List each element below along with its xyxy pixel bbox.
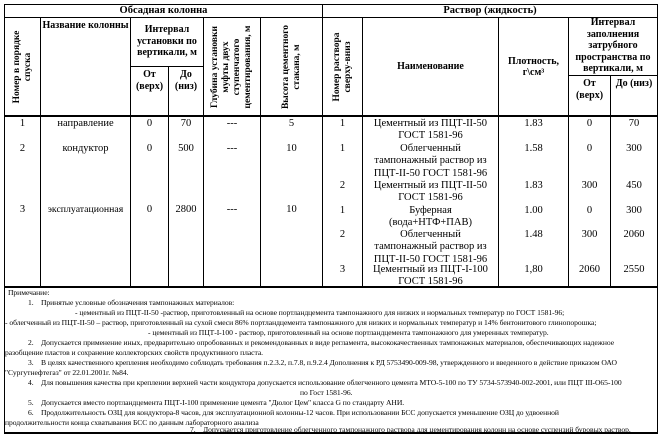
divider-line [4, 115, 658, 117]
solution-number-cell: 2 [339, 229, 346, 240]
stage-collar-cell: --- [226, 143, 238, 154]
solution-number-cell: 2 [339, 180, 346, 191]
fill-from-cell: 0 [586, 205, 593, 216]
solution-name-cell: Облегченный тампонажный раствор из ПЦТ-II-… [373, 143, 488, 179]
fill-from-cell: 0 [586, 143, 593, 154]
solution-name-cell: Облегченный тампонажный раствор из ПЦТ-II-… [373, 229, 488, 265]
cement-glass-cell: 10 [286, 143, 297, 154]
fill-to-cell: 300 [626, 205, 642, 216]
density-column-header: Плотность, г\см³ [507, 55, 560, 79]
casing-number-column-header: Номер в порядке спуска [11, 30, 33, 104]
solution-number-cell: 1 [339, 118, 346, 129]
density-cell: 1.00 [524, 205, 543, 216]
solution-number-column-header: Номер раствора сверху-вниз [331, 32, 353, 102]
divider-line [40, 17, 41, 287]
cement-glass-height-column-header: Высота цементного стакана, м [280, 24, 302, 110]
note-line: 7. Допускается приготовление облегченног… [190, 425, 631, 434]
divider-line [610, 75, 611, 287]
note-line: продолжительности конца схватывания БСС … [5, 418, 259, 427]
divider-line [4, 17, 658, 18]
fill-from-cell: 300 [581, 180, 598, 191]
stage-collar-cell: --- [226, 118, 238, 129]
fill-to-cell: 2060 [623, 229, 645, 240]
install-to-cell: 500 [178, 143, 194, 154]
solution-name-column-header: Наименование [397, 61, 464, 73]
fill-to-column-header: До (низ) [615, 78, 653, 89]
divider-line [168, 66, 169, 287]
casing-number-cell: 3 [19, 204, 26, 215]
note-line: 2. Допускается применение иных, предвари… [28, 338, 615, 347]
note-line: - цементный из ПЦТ-I-100 - раствор, приг… [148, 328, 549, 337]
install-to-cell: 70 [180, 118, 192, 129]
install-to-cell: 2800 [175, 204, 197, 215]
casing-name-cell: эксплуатационная [47, 204, 124, 215]
note-line: 1. Принятые условные обозначения тампона… [28, 298, 235, 307]
stage-collar-depth-column-header: Глубина установки муфты двух ступенчатог… [210, 25, 253, 109]
note-line: 4. Для повышения качества при креплении … [28, 378, 622, 387]
solution-name-cell: Цементный из ПЦТ-II-50 ГОСТ 1581-96 [373, 180, 488, 204]
install-interval-column-header: Интервал установки по вертикали, м [137, 24, 197, 59]
divider-line [130, 66, 203, 67]
solution-group-header: Раствор (жидкость) [443, 4, 537, 16]
note-line: "Сургутнефтегаз" от 22.01.2001г. №84. [5, 368, 129, 377]
divider-line [568, 75, 657, 76]
casing-name-column-header: Название колонны [42, 20, 129, 31]
stage-collar-cell: --- [226, 204, 238, 215]
install-from-column-header: От (верх) [135, 69, 164, 92]
fill-to-cell: 70 [628, 118, 640, 129]
divider-line [498, 17, 499, 287]
casing-name-cell: направление [57, 118, 114, 129]
casing-number-cell: 2 [19, 143, 26, 154]
cement-glass-cell: 5 [288, 118, 295, 129]
note-line: 3. В целях качественного крепления необх… [28, 358, 617, 367]
density-cell: 1,80 [524, 264, 543, 275]
install-from-cell: 0 [146, 118, 153, 129]
casing-number-cell: 1 [19, 118, 26, 129]
install-from-cell: 0 [146, 204, 153, 215]
note-line: 6. Продолжительность ОЗЦ для кондуктора-… [28, 408, 559, 417]
divider-line [4, 4, 5, 434]
solution-number-cell: 1 [339, 205, 346, 216]
divider-line [260, 17, 261, 287]
fill-from-cell: 300 [581, 229, 598, 240]
cement-glass-cell: 10 [286, 204, 297, 215]
density-cell: 1.48 [524, 229, 543, 240]
divider-line [657, 4, 658, 434]
fill-from-cell: 0 [586, 118, 593, 129]
note-line: - цементный из ПЦТ-II-50 -раствор, приго… [75, 308, 565, 317]
install-to-column-header: До (низ) [174, 69, 198, 92]
install-from-cell: 0 [146, 143, 153, 154]
fill-to-cell: 300 [626, 143, 642, 154]
fill-from-cell: 2060 [579, 264, 600, 275]
solution-name-cell: Цементный из ПЦТ-I-100 ГОСТ 1581-96 [373, 264, 488, 288]
density-cell: 1.83 [524, 118, 543, 129]
density-cell: 1.58 [524, 143, 543, 154]
solution-name-cell: Цементный из ПЦТ-II-50 ГОСТ 1581-96 [373, 118, 488, 142]
divider-line [4, 286, 658, 288]
casing-name-cell: кондуктор [62, 143, 109, 154]
divider-line [130, 17, 131, 287]
fill-from-column-header: От (верх) [575, 78, 604, 101]
divider-line [4, 4, 658, 5]
note-line: Примечание: [8, 288, 50, 297]
solution-number-cell: 3 [339, 264, 346, 275]
fill-interval-column-header: Интервал заполнения затрубного пространс… [575, 17, 651, 75]
note-line: - облегченный из ПЦТ-II-50 – раствор, пр… [5, 318, 597, 327]
divider-line [203, 17, 204, 287]
solution-number-cell: 1 [339, 143, 346, 154]
solution-name-cell: Буферная (вода+НТФ+ПАВ) [389, 205, 472, 229]
density-cell: 1.83 [524, 180, 543, 191]
divider-line [568, 17, 569, 287]
divider-line [362, 17, 363, 287]
note-line: по Гост 1581-96. [300, 388, 353, 397]
divider-line [4, 432, 658, 434]
casing-group-header: Обсадная колонна [119, 4, 208, 16]
note-line: 5. Допускается вместо портландцемента ПЦ… [28, 398, 405, 407]
divider-line [322, 4, 323, 287]
fill-to-cell: 2550 [623, 264, 645, 275]
fill-to-cell: 450 [626, 180, 642, 191]
note-line: разобщение пластов и сохранение коллекто… [5, 348, 263, 357]
